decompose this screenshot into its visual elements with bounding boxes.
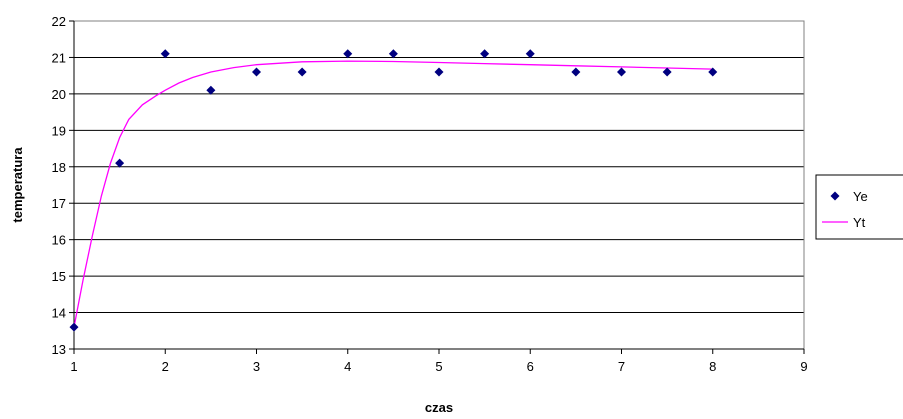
legend: Ye Yt bbox=[815, 174, 903, 240]
y-tick-label: 16 bbox=[52, 233, 66, 248]
data-point-ye bbox=[662, 67, 672, 77]
y-tick-label: 14 bbox=[52, 306, 66, 321]
y-axis-title: temperatura bbox=[10, 147, 25, 223]
data-point-ye bbox=[343, 49, 353, 59]
x-tick-label: 7 bbox=[618, 359, 625, 374]
data-point-ye bbox=[617, 67, 626, 77]
legend-marker-ye bbox=[830, 191, 840, 201]
x-tick-label: 8 bbox=[709, 359, 716, 374]
x-tick-label: 4 bbox=[344, 359, 351, 374]
data-point-ye bbox=[252, 67, 261, 77]
data-point-ye bbox=[388, 49, 398, 59]
data-point-ye bbox=[708, 67, 718, 77]
x-tick-label: 3 bbox=[253, 359, 260, 374]
data-point-ye bbox=[160, 49, 170, 59]
y-tick-label: 19 bbox=[52, 123, 66, 138]
x-tick-label: 1 bbox=[70, 359, 77, 374]
x-tick-label: 2 bbox=[162, 359, 169, 374]
data-point-ye bbox=[115, 158, 125, 168]
series-line-yt bbox=[73, 60, 713, 328]
data-point-ye bbox=[525, 49, 535, 59]
y-tick-label: 20 bbox=[52, 87, 66, 102]
y-tick-label: 18 bbox=[52, 160, 66, 175]
y-tick-label: 22 bbox=[52, 14, 66, 29]
y-tick-label: 13 bbox=[52, 342, 66, 357]
series-layer bbox=[69, 49, 718, 332]
legend-box bbox=[815, 174, 903, 240]
x-tick-label: 5 bbox=[435, 359, 442, 374]
data-point-ye bbox=[434, 67, 444, 77]
y-tick-label: 21 bbox=[52, 50, 66, 65]
x-tick-label: 6 bbox=[527, 359, 534, 374]
data-point-ye bbox=[480, 49, 490, 59]
x-axis-title: czas bbox=[425, 400, 453, 415]
y-tick-label: 17 bbox=[52, 196, 66, 211]
axis-ticks: 13 14 15 16 17 18 19 20 21 22 1 2 3 4 5 6 7 8 9 bbox=[52, 14, 808, 374]
x-tick-label: 9 bbox=[800, 359, 807, 374]
data-point-ye bbox=[69, 322, 79, 332]
y-tick-label: 15 bbox=[52, 269, 66, 284]
legend-label: Ye bbox=[853, 189, 868, 204]
data-point-ye bbox=[571, 67, 581, 77]
legend-label: Yt bbox=[853, 215, 866, 230]
data-point-ye bbox=[297, 67, 307, 77]
data-point-ye bbox=[206, 85, 216, 95]
